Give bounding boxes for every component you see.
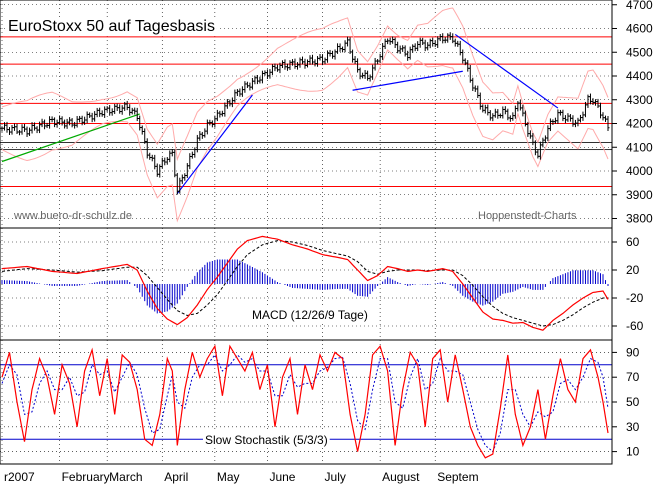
grid-layer <box>0 0 612 464</box>
trendline-march-uptrend <box>176 94 253 194</box>
y-tick-label: 60 <box>626 235 640 249</box>
macd-line <box>1 235 609 331</box>
x-tick-label: July <box>325 470 346 484</box>
series-layer <box>0 32 610 459</box>
bollinger-lower <box>1 49 609 223</box>
x-tick-label: r2007 <box>4 470 35 484</box>
y-tick-label: -60 <box>626 319 644 333</box>
y-tick-label: 4000 <box>626 164 653 178</box>
y-tick-label: 50 <box>626 395 640 409</box>
x-tick-label: April <box>164 470 188 484</box>
y-tick-label: 3800 <box>626 212 653 226</box>
y-tick-label: -20 <box>626 291 644 305</box>
chart-title-backdrop <box>6 17 217 36</box>
tick-layer: r2007 February March April May June July August… <box>4 0 653 484</box>
y-tick-label: 4300 <box>626 93 653 107</box>
stochastic-label-backdrop <box>203 432 330 448</box>
y-tick-label: 10 <box>626 445 640 459</box>
x-tick-label: March <box>109 470 142 484</box>
y-tick-label: 4600 <box>626 22 653 36</box>
x-tick-label: August <box>382 470 420 484</box>
y-tick-label: 4200 <box>626 117 653 131</box>
watermark-right: Hoppenstedt-Charts <box>478 210 577 222</box>
stochastic-label: Slow Stochastik (5/3/3) <box>205 433 328 447</box>
x-tick-label: May <box>217 470 240 484</box>
overlay-layer <box>0 7 613 440</box>
stochastic-k-line <box>1 344 609 459</box>
watermark-left: www.buero-dr-schulz.de <box>13 210 132 222</box>
macd-label: MACD (12/26/9 Tage) <box>252 308 368 322</box>
y-tick-label: 90 <box>626 345 640 359</box>
trendline-july-downtrend <box>454 33 559 109</box>
y-tick-label: 4400 <box>626 69 653 83</box>
y-tick-label: 4700 <box>626 0 653 12</box>
x-tick-label: June <box>269 470 295 484</box>
y-tick-label: 4500 <box>626 45 653 59</box>
bollinger-upper <box>1 7 609 162</box>
trendline-june-channel <box>352 70 463 91</box>
y-tick-label: 70 <box>626 370 640 384</box>
y-tick-label: 20 <box>626 263 640 277</box>
x-tick-label: February <box>62 470 110 484</box>
y-tick-label: 3900 <box>626 188 653 202</box>
macd-signal-line <box>1 240 608 327</box>
y-tick-label: 30 <box>626 420 640 434</box>
y-tick-label: 4100 <box>626 140 653 154</box>
trendline-early-uptrend <box>1 113 140 163</box>
macd-label-backdrop <box>250 307 370 323</box>
chart-title: EuroStoxx 50 auf Tagesbasis <box>8 18 215 35</box>
x-tick-label: Septem <box>437 470 478 484</box>
